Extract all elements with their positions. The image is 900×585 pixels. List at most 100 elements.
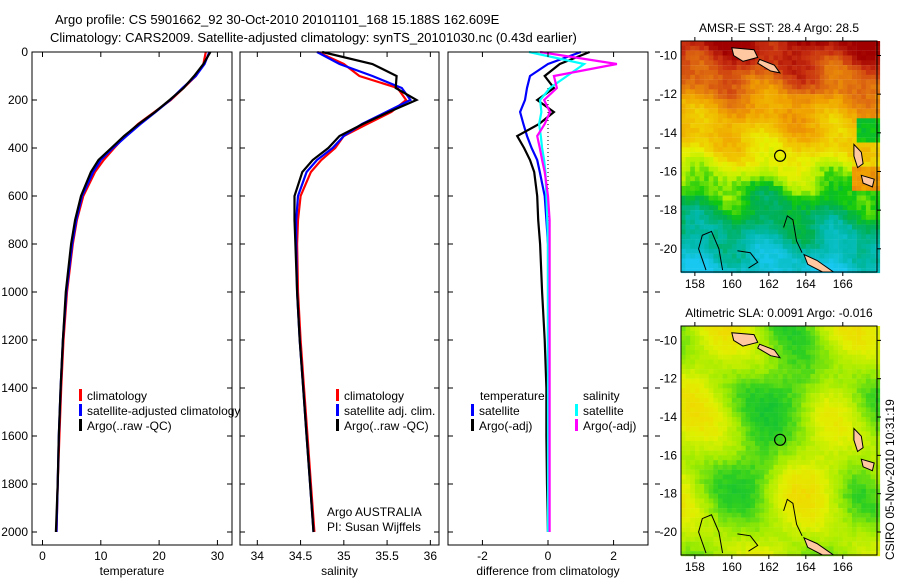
map-cell: [810, 113, 816, 119]
map-cell: [773, 205, 779, 211]
map-cell: [819, 108, 825, 114]
map-cell: [778, 229, 783, 235]
map-cell: [736, 147, 742, 153]
map-cell: [796, 397, 802, 403]
map-cell: [681, 383, 686, 389]
map-cell: [722, 512, 728, 518]
map-cell: [805, 402, 811, 408]
map-cell: [778, 253, 783, 259]
map-cell: [699, 161, 705, 167]
map-cell: [805, 436, 811, 442]
map-cell: [759, 239, 765, 245]
map-cell: [815, 84, 820, 90]
map-cell: [764, 335, 770, 341]
map-cell: [838, 532, 844, 537]
map-cell: [681, 229, 686, 235]
map-cell: [787, 147, 793, 153]
map-cell: [708, 74, 714, 80]
map-cell: [690, 181, 696, 187]
map-cell: [764, 258, 770, 264]
map-cell: [847, 488, 853, 494]
map-cell: [736, 253, 742, 259]
map-cell: [699, 142, 705, 148]
map-cell: [870, 128, 876, 133]
map-cell: [833, 498, 839, 504]
map-cell: [713, 118, 719, 124]
map-cell: [778, 503, 783, 509]
map-cell: [824, 224, 830, 230]
map-cell: [861, 469, 867, 475]
map-cell: [865, 186, 871, 191]
map-cell: [875, 488, 881, 494]
map-cell: [782, 397, 788, 403]
map-cell: [875, 224, 881, 230]
map-cell: [745, 210, 751, 216]
map-cell: [699, 345, 705, 351]
map-cell: [727, 132, 733, 138]
map-cell: [704, 345, 709, 351]
map-cell: [750, 70, 756, 75]
map-cell: [819, 94, 825, 100]
map-cell: [713, 383, 719, 389]
map-cell: [791, 536, 797, 542]
map-cell: [810, 417, 816, 422]
map-cell: [745, 373, 751, 379]
map-cell: [810, 229, 816, 235]
map-cell: [810, 94, 816, 100]
map-cell: [708, 190, 714, 196]
map-cell: [842, 436, 848, 442]
map-cell: [875, 450, 881, 456]
map-cell: [699, 258, 705, 264]
map-cell: [801, 45, 807, 51]
map-cell: [875, 335, 881, 341]
map-cell: [801, 215, 807, 220]
map-cell: [773, 229, 779, 235]
map-cell: [745, 132, 751, 138]
map-cell: [750, 258, 756, 264]
map-cell: [870, 551, 876, 557]
map-cell: [801, 94, 807, 100]
map-cell: [824, 412, 830, 418]
map-cell: [787, 354, 793, 360]
map-cell: [736, 431, 742, 437]
map-cell: [755, 469, 760, 475]
map-cell: [773, 421, 779, 427]
map-cell: [842, 445, 848, 451]
map-cell: [815, 503, 820, 509]
map-cell: [745, 89, 751, 95]
map-cell: [870, 186, 876, 191]
map-cell: [810, 137, 816, 143]
map-cell: [856, 108, 862, 114]
map-cell: [847, 388, 853, 394]
map-cell: [796, 253, 802, 259]
map-cell: [796, 41, 802, 46]
map-cell: [704, 512, 709, 518]
map-cell: [870, 60, 876, 66]
map-cell: [704, 350, 709, 355]
map-cell: [787, 493, 793, 499]
map-cell: [815, 79, 820, 85]
map-cell: [875, 417, 881, 422]
map-cell: [731, 378, 737, 384]
map-cell: [681, 118, 686, 124]
map-cell: [833, 94, 839, 100]
map-cell: [861, 157, 867, 162]
map-cell: [787, 89, 793, 95]
map-cell: [819, 407, 825, 413]
map-cell: [773, 498, 779, 504]
map-cell: [861, 421, 867, 427]
map-cell: [833, 421, 839, 427]
map-cell: [727, 359, 733, 365]
map-cell: [805, 450, 811, 456]
map-cell: [690, 224, 696, 230]
map-cell: [815, 161, 820, 167]
map-cell: [708, 345, 714, 351]
map-cell: [782, 469, 788, 475]
map-cell: [824, 248, 830, 254]
map-cell: [787, 364, 793, 370]
map-cell: [791, 45, 797, 51]
map-cell: [847, 522, 853, 528]
map-cell: [870, 118, 876, 124]
map-cell: [787, 84, 793, 90]
map-cell: [861, 330, 867, 336]
